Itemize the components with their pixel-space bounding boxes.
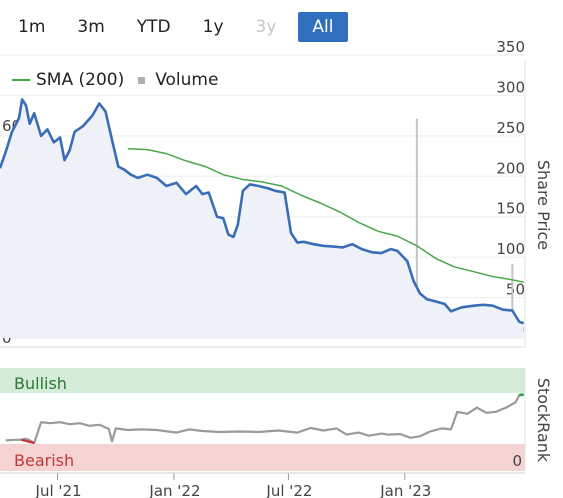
- volume-bar: [307, 334, 310, 338]
- volume-bar: [415, 118, 418, 338]
- stockrank-line: [5, 393, 524, 445]
- price-tick-label: 0.00: [492, 321, 525, 339]
- bullish-label: Bullish: [14, 374, 67, 393]
- bearish-label: Bearish: [14, 451, 74, 470]
- stockrank-bearish-segment: [21, 438, 35, 445]
- bearish-band: [0, 444, 525, 471]
- volume-bar: [153, 334, 156, 338]
- price-tick-label: 200: [496, 159, 525, 177]
- chart-legend: SMA (200) Volume: [12, 70, 218, 90]
- volume-tick-label: 20m: [2, 258, 36, 276]
- volume-bar: [453, 327, 456, 338]
- range-1y-button[interactable]: 1y: [202, 17, 224, 37]
- price-tick-label: 300: [496, 78, 525, 96]
- price-tick-label: 350: [496, 38, 525, 56]
- volume-bar: [37, 333, 40, 338]
- range-ytd-button[interactable]: YTD: [136, 17, 171, 37]
- price-tick-label: 150: [496, 200, 525, 218]
- volume-bar: [423, 320, 426, 338]
- range-3y-button[interactable]: 3y: [255, 17, 277, 37]
- volume-legend-swatch: [138, 76, 146, 84]
- range-selector: 1m 3m YTD 1y 3y All: [8, 10, 360, 44]
- price-tick-label: 100: [496, 240, 525, 258]
- x-tick-label: Jan '22: [148, 482, 200, 498]
- volume-bar: [520, 327, 523, 338]
- volume-bar: [409, 315, 412, 338]
- x-tick-label: Jan '23: [379, 482, 431, 498]
- volume-bar: [432, 323, 435, 338]
- price-tick-label: 50: [506, 281, 525, 299]
- volume-tick-label: 40m: [2, 188, 36, 206]
- volume-bar: [268, 333, 271, 338]
- price-axis-title: Share Price: [534, 160, 553, 250]
- share-price-line: [0, 98, 525, 325]
- volume-bar: [384, 332, 387, 338]
- volume-legend-label[interactable]: Volume: [155, 70, 219, 90]
- volume-bar: [7, 332, 10, 338]
- volume-bar: [114, 332, 117, 338]
- stockrank-axis-title: StockRank: [534, 378, 553, 463]
- volume-bar: [485, 329, 488, 338]
- x-tick-label: Jul '21: [35, 482, 82, 498]
- volume-bar: [192, 333, 195, 338]
- sma-legend-label[interactable]: SMA (200): [36, 70, 125, 90]
- sma-200-line: [127, 148, 524, 283]
- range-3m-button[interactable]: 3m: [77, 17, 105, 37]
- stockrank-zero-label: 0: [512, 452, 522, 470]
- volume-bar: [345, 333, 348, 338]
- range-1m-button[interactable]: 1m: [18, 17, 46, 37]
- volume-bar: [511, 263, 514, 338]
- volume-bar: [401, 323, 404, 338]
- bullish-band: [0, 368, 525, 393]
- price-area: [0, 99, 524, 338]
- volume-tick-label: 60m: [2, 117, 36, 135]
- price-tick-label: 250: [496, 119, 525, 137]
- sma-legend-swatch: [12, 79, 30, 81]
- volume-tick-label: 0: [2, 329, 12, 347]
- volume-bar: [229, 331, 232, 338]
- stockrank-bullish-segment: [519, 393, 524, 397]
- x-tick-label: Jul '22: [265, 482, 312, 498]
- volume-bar: [76, 333, 79, 338]
- range-all-button[interactable]: All: [298, 12, 348, 42]
